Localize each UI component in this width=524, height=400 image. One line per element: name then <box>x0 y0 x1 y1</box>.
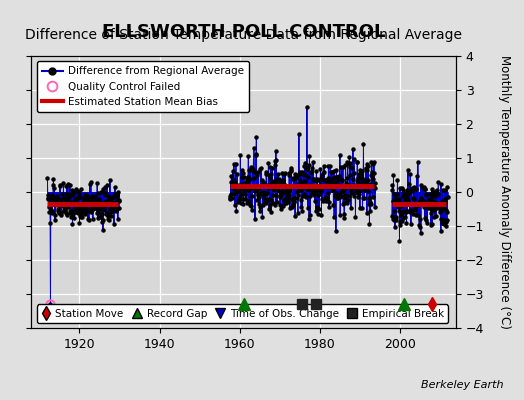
Y-axis label: Monthly Temperature Anomaly Difference (°C): Monthly Temperature Anomaly Difference (… <box>498 55 511 329</box>
Legend: Station Move, Record Gap, Time of Obs. Change, Empirical Break: Station Move, Record Gap, Time of Obs. C… <box>37 304 448 323</box>
Title: ELLSWORTH POLL CONTROL: ELLSWORTH POLL CONTROL <box>102 22 385 40</box>
Text: Berkeley Earth: Berkeley Earth <box>421 380 503 390</box>
Text: Difference of Station Temperature Data from Regional Average: Difference of Station Temperature Data f… <box>25 28 462 42</box>
